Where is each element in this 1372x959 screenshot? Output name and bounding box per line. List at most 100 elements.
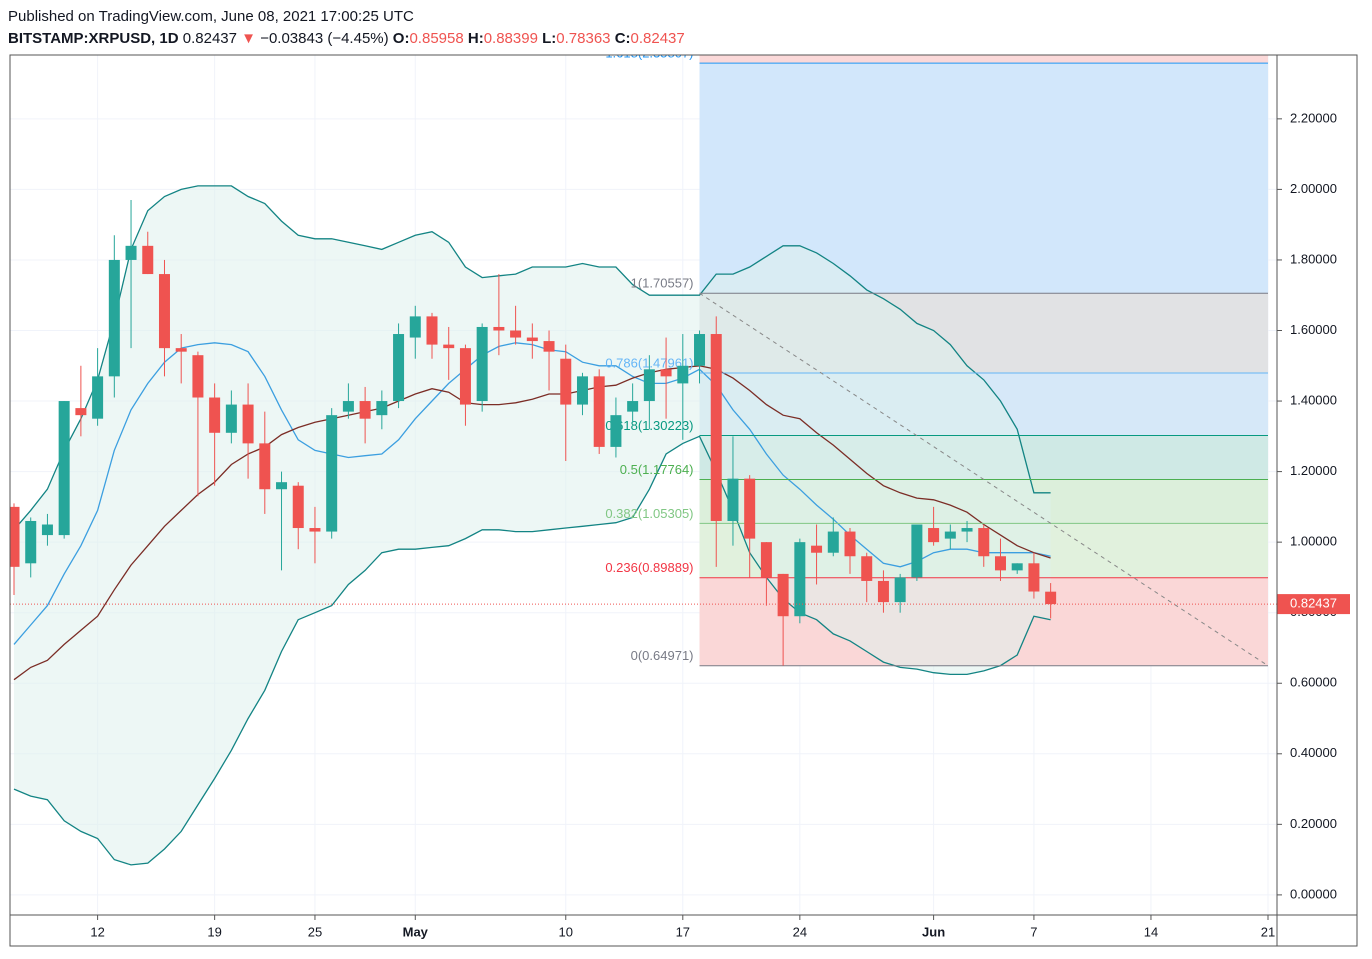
candle-body bbox=[92, 376, 104, 419]
candle-body bbox=[560, 358, 572, 405]
indicator-line bbox=[13, 365, 1051, 681]
y-tick-label: 2.00000 bbox=[1290, 181, 1337, 196]
low: 0.78363 bbox=[556, 30, 611, 47]
candle-body bbox=[276, 482, 288, 490]
candle-body bbox=[476, 326, 488, 402]
candle-body bbox=[610, 415, 622, 447]
candle-body bbox=[794, 542, 806, 617]
candle-body bbox=[459, 348, 471, 405]
close: 0.82437 bbox=[630, 30, 685, 47]
candle-body bbox=[928, 528, 940, 543]
x-tick-label: 7 bbox=[1030, 924, 1037, 939]
candle-body bbox=[158, 274, 170, 349]
candle-body bbox=[911, 524, 923, 578]
candle-body bbox=[108, 259, 120, 377]
candle-body bbox=[760, 542, 772, 578]
y-tick-label: 0.40000 bbox=[1290, 745, 1337, 760]
candle-body bbox=[811, 545, 823, 553]
candle-body bbox=[376, 401, 388, 416]
candle-body bbox=[510, 330, 522, 338]
x-tick-label: 10 bbox=[559, 924, 573, 939]
candle-body bbox=[526, 337, 538, 342]
candle-body bbox=[409, 316, 421, 338]
x-tick-label: 19 bbox=[207, 924, 221, 939]
axes: 0.000000.200000.400000.600000.800001.000… bbox=[90, 110, 1350, 939]
candle-body bbox=[142, 245, 154, 275]
candle-body bbox=[41, 524, 53, 536]
open: 0.85958 bbox=[409, 30, 464, 47]
candle-body bbox=[861, 556, 873, 581]
y-tick-label: 1.20000 bbox=[1290, 463, 1337, 478]
y-tick-label: 0.20000 bbox=[1290, 816, 1337, 831]
last: 0.82437 bbox=[182, 30, 237, 47]
candle-body bbox=[660, 369, 672, 377]
y-tick-label: 1.80000 bbox=[1290, 251, 1337, 266]
band-fill bbox=[14, 185, 1051, 865]
candle-body bbox=[961, 528, 973, 532]
candle-body bbox=[677, 365, 689, 384]
candle-body bbox=[1045, 591, 1057, 605]
candle-body bbox=[978, 528, 990, 557]
candle-body bbox=[593, 376, 605, 447]
candle-body bbox=[777, 573, 789, 617]
candle-body bbox=[309, 528, 321, 532]
x-tick-label: May bbox=[403, 924, 429, 939]
candle-body bbox=[627, 401, 639, 412]
fib-trend-line bbox=[699, 292, 1269, 667]
candle-body bbox=[292, 485, 304, 529]
x-tick-label: Jun bbox=[922, 924, 945, 939]
x-tick-label: 21 bbox=[1261, 924, 1275, 939]
high: 0.88399 bbox=[483, 30, 538, 47]
c-label: C: bbox=[614, 30, 631, 47]
candle-body bbox=[342, 401, 354, 412]
o-label: O: bbox=[392, 30, 410, 47]
fib-label: 1(1.70557) bbox=[631, 276, 694, 291]
y-tick-label: 1.60000 bbox=[1290, 322, 1337, 337]
candle-body bbox=[543, 341, 555, 352]
x-tick-label: 14 bbox=[1144, 924, 1158, 939]
plot-area: 1.618(2.35807)1(1.70557)0.786(1.47961)0.… bbox=[10, 55, 1277, 915]
candle-body bbox=[443, 344, 455, 349]
y-tick-label: 1.00000 bbox=[1290, 534, 1337, 549]
candle-body bbox=[894, 577, 906, 603]
candle-body bbox=[994, 556, 1006, 571]
header: Published on TradingView.com, June 08, 2… bbox=[8, 6, 685, 50]
arrow: ▼ bbox=[241, 30, 257, 47]
candle-body bbox=[192, 355, 204, 398]
candle-body bbox=[710, 334, 722, 521]
fib-extension-zone bbox=[699, 55, 1268, 64]
candle-body bbox=[10, 506, 20, 567]
candle-body bbox=[426, 316, 438, 345]
candle-body bbox=[326, 415, 338, 532]
price-tag-label: 0.82437 bbox=[1290, 596, 1337, 611]
y-tick-label: 0.60000 bbox=[1290, 675, 1337, 690]
change: −0.03843 (−4.45%) bbox=[260, 30, 389, 47]
y-tick-label: 1.40000 bbox=[1290, 392, 1337, 407]
fib-label: 0(0.64971) bbox=[631, 648, 694, 663]
candle-body bbox=[944, 531, 956, 539]
candle-body bbox=[727, 478, 739, 521]
fib-label: 0.382(1.05305) bbox=[605, 506, 693, 521]
price-tag bbox=[1277, 594, 1350, 615]
fib-label: 0.236(0.89889) bbox=[605, 560, 693, 575]
fib-label: 0.5(1.17764) bbox=[620, 462, 694, 477]
frame bbox=[9, 54, 1358, 947]
y-tick-label: 0.00000 bbox=[1290, 886, 1337, 901]
candle-body bbox=[827, 531, 839, 553]
symbol: BITSTAMP:XRPUSD, 1D bbox=[8, 30, 179, 47]
candle-body bbox=[694, 334, 706, 366]
candle-body bbox=[225, 404, 237, 433]
candle-body bbox=[259, 443, 271, 490]
candle-body bbox=[359, 401, 371, 419]
l-label: L: bbox=[542, 30, 557, 47]
candle-body bbox=[1028, 563, 1040, 592]
candle-body bbox=[75, 408, 87, 416]
candle-body bbox=[125, 245, 137, 260]
y-tick-label: 2.20000 bbox=[1290, 110, 1337, 125]
h-label: H: bbox=[467, 30, 484, 47]
candle-body bbox=[844, 531, 856, 557]
candle-body bbox=[393, 334, 405, 402]
candle-body bbox=[1011, 563, 1023, 571]
